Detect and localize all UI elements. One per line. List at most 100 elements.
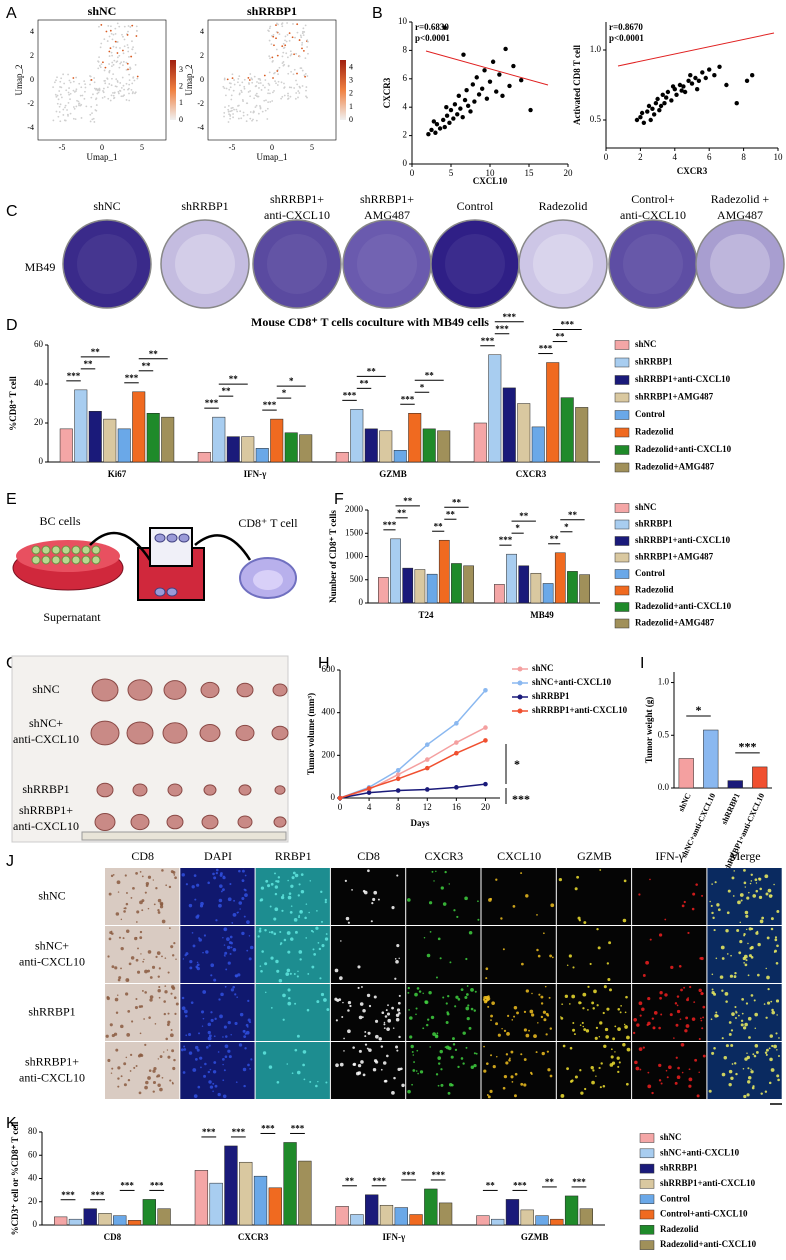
cell-dot bbox=[107, 25, 110, 27]
cell-dot bbox=[56, 94, 59, 97]
bc-cell bbox=[51, 545, 61, 555]
micrograph-speck bbox=[741, 1012, 744, 1015]
micrograph-speck bbox=[537, 1022, 539, 1024]
scatter-point bbox=[519, 78, 524, 83]
micrograph-speck bbox=[435, 870, 437, 873]
micrograph-speck bbox=[144, 991, 147, 994]
micrograph-speck bbox=[290, 905, 293, 907]
micrograph-speck bbox=[508, 1058, 511, 1062]
cell-dot bbox=[298, 39, 301, 41]
cell-dot bbox=[100, 24, 103, 26]
micrograph-speck bbox=[752, 1053, 755, 1056]
micrograph-speck bbox=[183, 1048, 187, 1051]
cell-dot bbox=[277, 23, 279, 26]
line-point bbox=[483, 738, 488, 743]
t-cell-small bbox=[166, 587, 178, 597]
micrograph-speck bbox=[572, 1028, 576, 1032]
micrograph-speck bbox=[264, 962, 268, 966]
micrograph-speck bbox=[422, 1027, 425, 1030]
micrograph-speck bbox=[303, 1078, 306, 1081]
legend-label: shNC bbox=[660, 1132, 682, 1142]
micrograph-speck bbox=[758, 895, 763, 900]
cell-dot bbox=[294, 97, 297, 100]
micrograph-speck bbox=[175, 958, 177, 961]
cell-dot bbox=[257, 112, 260, 115]
micrograph-speck bbox=[744, 1022, 748, 1027]
cell-dot bbox=[55, 95, 58, 98]
micrograph-speck bbox=[181, 996, 185, 1000]
plate-inner bbox=[533, 234, 593, 294]
y-tick-label: -4 bbox=[27, 123, 34, 132]
cell-dot bbox=[269, 101, 272, 103]
cell-dot bbox=[128, 99, 131, 102]
scatter-point bbox=[429, 127, 434, 133]
micrograph-speck bbox=[144, 891, 147, 894]
micrograph-speck bbox=[750, 1068, 752, 1071]
cell-dot bbox=[224, 106, 226, 109]
cell-dot bbox=[108, 55, 111, 57]
micrograph-speck bbox=[736, 928, 740, 933]
cell-dot bbox=[121, 33, 123, 36]
micrograph-speck bbox=[394, 977, 397, 980]
micrograph-speck bbox=[433, 880, 435, 882]
scatter-point bbox=[682, 89, 688, 95]
bar bbox=[579, 574, 590, 604]
micrograph-speck bbox=[531, 1013, 535, 1017]
micrograph-speck bbox=[239, 908, 241, 910]
micrograph-speck bbox=[232, 947, 237, 952]
scatter-point bbox=[503, 46, 508, 52]
micrograph bbox=[632, 984, 707, 1041]
micrograph-speck bbox=[167, 971, 170, 974]
micrograph-speck bbox=[759, 919, 764, 924]
micrograph-speck bbox=[755, 882, 758, 884]
cell-dot bbox=[99, 66, 102, 69]
bar bbox=[378, 577, 389, 604]
legend-label: Radezolid+anti-CXCL10 bbox=[635, 444, 732, 454]
micrograph-speck bbox=[440, 1083, 444, 1087]
cell-dot bbox=[109, 99, 112, 102]
legend-swatch bbox=[614, 462, 630, 473]
micrograph-speck bbox=[306, 1008, 310, 1012]
cell-dot bbox=[280, 97, 283, 100]
micrograph-speck bbox=[721, 989, 724, 992]
cell-dot bbox=[248, 82, 250, 84]
micrograph-speck bbox=[298, 914, 300, 917]
micrograph-speck bbox=[299, 958, 302, 961]
cell-dot bbox=[54, 93, 57, 96]
micrograph-speck bbox=[316, 910, 318, 912]
micrograph-speck bbox=[520, 872, 523, 875]
micrograph-speck bbox=[429, 930, 432, 933]
micrograph-speck bbox=[742, 956, 746, 961]
tumor bbox=[96, 782, 114, 798]
legend-marker bbox=[517, 680, 523, 686]
bar bbox=[546, 362, 560, 463]
cell-dot bbox=[287, 97, 290, 100]
micrograph-speck bbox=[110, 1072, 113, 1074]
scatter-point bbox=[651, 112, 657, 117]
micrograph-speck bbox=[366, 1047, 369, 1050]
cell-dot bbox=[120, 86, 123, 89]
micrograph-speck bbox=[143, 958, 145, 961]
micrograph-speck bbox=[776, 1049, 778, 1051]
micrograph-speck bbox=[227, 1020, 231, 1025]
micrograph-speck bbox=[319, 977, 322, 980]
bc-cell bbox=[61, 545, 71, 555]
scatter-point bbox=[650, 106, 655, 112]
micrograph-speck bbox=[129, 1053, 133, 1056]
micrograph-speck bbox=[395, 1017, 400, 1022]
micrograph-speck bbox=[747, 974, 750, 977]
cell-dot bbox=[265, 99, 267, 102]
micrograph-speck bbox=[692, 892, 696, 896]
micrograph-speck bbox=[173, 874, 176, 876]
micrograph-speck bbox=[191, 885, 195, 889]
micrograph-speck bbox=[721, 957, 725, 960]
cell-dot bbox=[239, 110, 242, 113]
micrograph-speck bbox=[711, 988, 714, 991]
cell-dot bbox=[62, 114, 65, 116]
micrograph-speck bbox=[120, 1024, 124, 1029]
tumor bbox=[238, 784, 252, 796]
cell-dot bbox=[232, 116, 234, 119]
micrograph-speck bbox=[280, 895, 285, 900]
micrograph-speck bbox=[725, 1044, 729, 1048]
micrograph-speck bbox=[678, 964, 682, 968]
